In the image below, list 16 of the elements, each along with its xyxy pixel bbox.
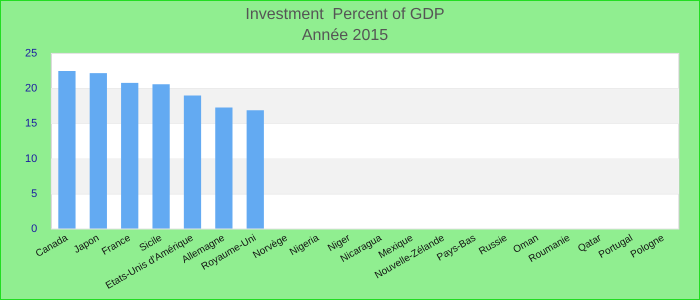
- x-tick-label: Japon: [72, 232, 102, 256]
- bar: [246, 110, 264, 229]
- y-tick-label: 5: [31, 188, 38, 200]
- y-tick-label: 15: [24, 118, 38, 130]
- bar: [152, 84, 170, 229]
- y-tick-label: 25: [24, 47, 38, 60]
- y-tick-label: 20: [24, 82, 38, 95]
- chart-title: Investment Percent of GDP: [245, 6, 445, 24]
- bar: [215, 107, 233, 229]
- chart-subtitle: Année 2015: [302, 27, 388, 44]
- bar: [58, 70, 76, 229]
- bar: [121, 82, 138, 229]
- y-tick-label: 10: [24, 152, 38, 165]
- y-tick-label: 0: [31, 223, 38, 236]
- bar: [184, 96, 202, 229]
- bar: [90, 73, 107, 229]
